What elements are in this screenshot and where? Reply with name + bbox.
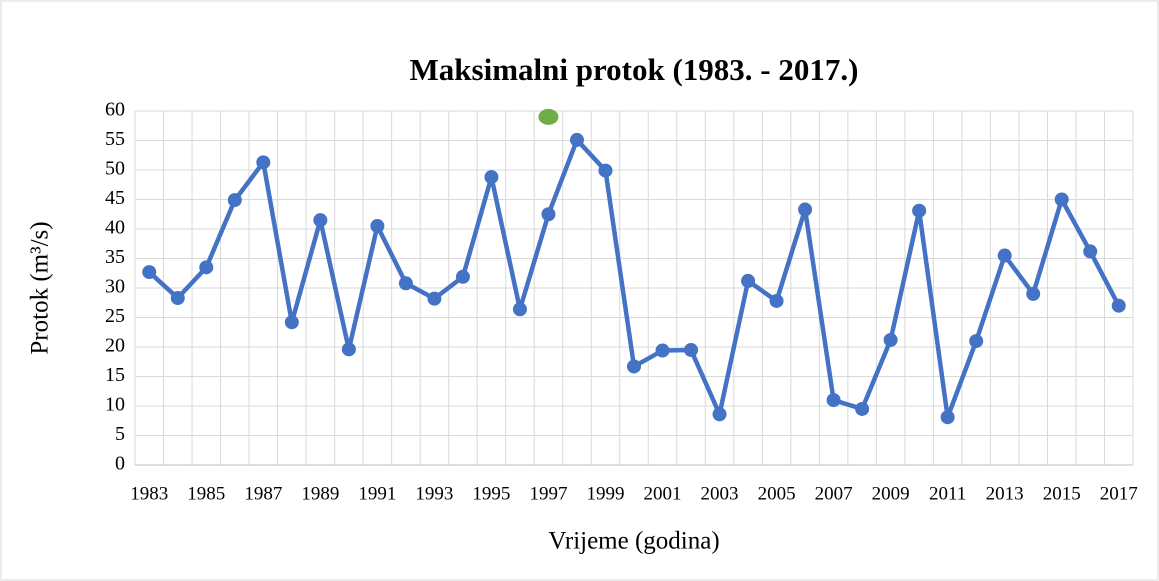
point: [512, 302, 527, 317]
y-tick-label: 0: [115, 453, 125, 475]
point: [712, 407, 727, 422]
point: [627, 359, 641, 374]
y-tick-label: 60: [105, 99, 125, 121]
point: [569, 132, 584, 147]
point: [370, 219, 385, 234]
x-tick-label: 1983: [130, 483, 168, 504]
x-tick-label: 2003: [701, 483, 739, 504]
y-tick-label: 10: [105, 394, 125, 416]
x-tick-label: 2013: [986, 483, 1024, 504]
x-tick-label: 1993: [415, 483, 453, 504]
point: [969, 334, 984, 349]
x-tick-label: 2017: [1100, 483, 1138, 504]
point: [798, 202, 813, 217]
point: [341, 342, 356, 357]
point: [940, 410, 955, 425]
y-tick-label: 50: [105, 158, 125, 180]
point: [855, 401, 870, 416]
x-tick-label: 1997: [529, 483, 567, 504]
y-axis-title: Protok (m³/s): [27, 221, 54, 354]
chart-title: Maksimalni protok (1983. - 2017.): [410, 52, 859, 87]
y-tick-label: 40: [105, 217, 125, 239]
point: [655, 343, 670, 358]
x-tick-label: 1999: [586, 483, 624, 504]
point: [455, 269, 470, 284]
point: [199, 260, 214, 275]
point: [284, 315, 299, 330]
x-tick-label: 2001: [644, 483, 682, 504]
point: [484, 170, 499, 185]
highlight-point: [538, 108, 559, 125]
x-tick-label: 2015: [1043, 483, 1081, 504]
point: [1111, 298, 1126, 313]
point: [541, 207, 556, 222]
point: [170, 291, 185, 306]
point: [741, 273, 756, 288]
y-tick-label: 55: [105, 128, 125, 150]
point: [398, 276, 413, 291]
point: [313, 213, 328, 228]
y-tick-label: 45: [105, 187, 125, 209]
x-tick-label: 1991: [358, 483, 396, 504]
point: [997, 248, 1012, 263]
point: [684, 342, 699, 357]
x-axis-title: Vrijeme (godina): [548, 528, 719, 555]
point: [256, 155, 271, 170]
point: [1083, 244, 1098, 259]
point: [883, 332, 898, 347]
y-tick-label: 5: [115, 423, 125, 445]
x-tick-label: 2007: [815, 483, 853, 504]
point: [912, 203, 927, 218]
point: [142, 265, 157, 280]
point: [427, 291, 442, 306]
point: [826, 393, 841, 408]
y-tick-label: 35: [105, 246, 125, 268]
y-tick-label: 15: [105, 364, 125, 386]
x-tick-label: 2005: [758, 483, 796, 504]
x-tick-label: 1995: [472, 483, 510, 504]
y-tick-label: 20: [105, 335, 125, 357]
y-tick-label: 25: [105, 305, 125, 327]
x-tick-label: 1989: [301, 483, 339, 504]
point: [769, 293, 784, 308]
x-tick-label: 2009: [872, 483, 910, 504]
point: [598, 163, 613, 178]
point: [227, 193, 242, 208]
x-tick-label: 1987: [244, 483, 282, 504]
y-tick-label: 30: [105, 276, 125, 298]
point: [1054, 192, 1069, 207]
x-tick-label: 1985: [187, 483, 225, 504]
x-tick-label: 2011: [929, 483, 966, 504]
point: [1026, 286, 1041, 301]
